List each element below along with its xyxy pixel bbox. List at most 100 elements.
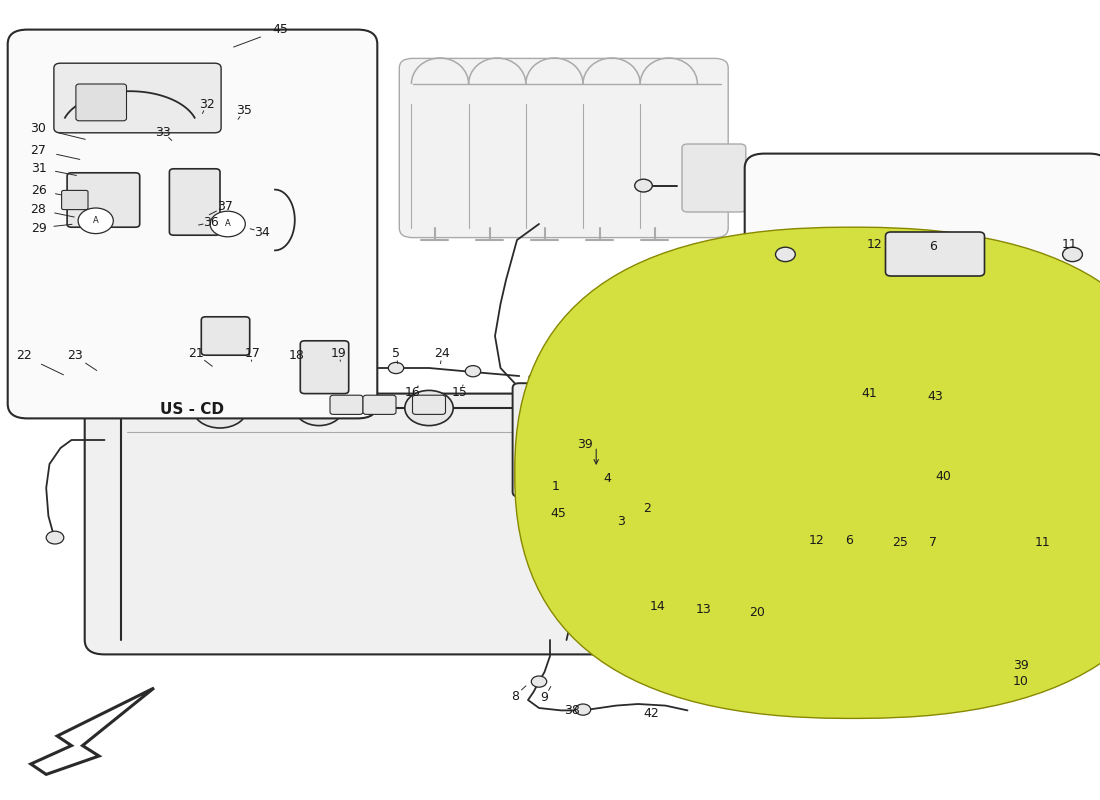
Text: 35: 35 — [236, 104, 252, 117]
FancyBboxPatch shape — [201, 317, 250, 355]
Circle shape — [295, 390, 343, 426]
FancyBboxPatch shape — [169, 169, 220, 235]
Text: 41: 41 — [861, 387, 877, 400]
Text: 1: 1 — [551, 480, 560, 493]
FancyBboxPatch shape — [745, 154, 1100, 362]
Text: 15: 15 — [452, 386, 468, 398]
Circle shape — [566, 508, 582, 519]
FancyBboxPatch shape — [945, 487, 996, 506]
Text: 13: 13 — [696, 603, 712, 616]
Circle shape — [210, 211, 245, 237]
Text: 33: 33 — [155, 126, 170, 138]
Circle shape — [192, 388, 248, 428]
Text: 11: 11 — [1035, 536, 1050, 549]
Text: eurospares: eurospares — [343, 419, 713, 477]
FancyBboxPatch shape — [886, 232, 984, 276]
FancyBboxPatch shape — [300, 341, 349, 394]
FancyBboxPatch shape — [67, 173, 140, 227]
Text: 40: 40 — [936, 470, 952, 482]
Text: 43: 43 — [927, 390, 943, 402]
Text: 36: 36 — [204, 216, 219, 229]
Text: 38: 38 — [564, 704, 580, 717]
Text: 17: 17 — [245, 347, 261, 360]
Text: 6: 6 — [845, 534, 854, 546]
Circle shape — [635, 179, 652, 192]
Circle shape — [465, 366, 481, 377]
FancyBboxPatch shape — [62, 190, 88, 210]
Circle shape — [563, 472, 585, 488]
Circle shape — [531, 676, 547, 687]
Circle shape — [1063, 247, 1082, 262]
FancyBboxPatch shape — [529, 375, 556, 391]
FancyBboxPatch shape — [54, 63, 221, 133]
Text: A: A — [224, 219, 231, 229]
Polygon shape — [104, 408, 627, 640]
Text: 45: 45 — [273, 23, 288, 36]
Text: 37: 37 — [218, 200, 233, 213]
Circle shape — [575, 704, 591, 715]
FancyBboxPatch shape — [330, 395, 363, 414]
Text: a passion for parts: a passion for parts — [425, 542, 631, 562]
FancyBboxPatch shape — [76, 84, 126, 121]
Text: 8: 8 — [510, 690, 519, 702]
Text: 39: 39 — [578, 438, 593, 450]
Text: 5: 5 — [392, 347, 400, 360]
Circle shape — [927, 678, 954, 698]
Circle shape — [113, 359, 129, 370]
FancyBboxPatch shape — [581, 375, 607, 391]
Text: 26: 26 — [31, 184, 46, 197]
Text: 20: 20 — [749, 606, 764, 618]
Text: 24: 24 — [434, 347, 450, 360]
Circle shape — [78, 208, 113, 234]
FancyBboxPatch shape — [513, 383, 636, 497]
Text: 16: 16 — [405, 386, 420, 398]
Circle shape — [317, 378, 332, 390]
Circle shape — [884, 466, 902, 479]
FancyBboxPatch shape — [85, 394, 647, 654]
Text: US - CD: US - CD — [161, 402, 224, 417]
Text: 27: 27 — [31, 144, 46, 157]
Circle shape — [46, 531, 64, 544]
Text: 29: 29 — [31, 222, 46, 234]
Circle shape — [388, 362, 404, 374]
Text: 30: 30 — [31, 122, 46, 134]
Text: 3: 3 — [617, 515, 626, 528]
FancyBboxPatch shape — [8, 30, 377, 418]
Text: 23: 23 — [67, 350, 82, 362]
Text: 4: 4 — [603, 472, 612, 485]
Text: 21: 21 — [188, 347, 204, 360]
Text: 28: 28 — [31, 203, 46, 216]
Text: 32: 32 — [199, 98, 214, 110]
FancyBboxPatch shape — [515, 227, 1100, 718]
Text: 45: 45 — [551, 507, 566, 520]
Text: 6: 6 — [928, 240, 937, 253]
FancyBboxPatch shape — [682, 144, 746, 212]
FancyBboxPatch shape — [826, 454, 895, 491]
FancyBboxPatch shape — [935, 409, 977, 428]
Text: 39: 39 — [1013, 659, 1028, 672]
Text: A: A — [92, 216, 99, 226]
Text: 31: 31 — [31, 162, 46, 174]
Text: 42: 42 — [644, 707, 659, 720]
Text: 7: 7 — [928, 536, 937, 549]
FancyBboxPatch shape — [399, 58, 728, 238]
Text: 34: 34 — [254, 226, 270, 238]
Text: 10: 10 — [1013, 675, 1028, 688]
Circle shape — [776, 247, 795, 262]
Text: 12: 12 — [867, 238, 882, 250]
Text: 19: 19 — [331, 347, 346, 360]
FancyBboxPatch shape — [626, 383, 722, 497]
Text: 22: 22 — [16, 350, 32, 362]
Text: 12: 12 — [808, 534, 824, 546]
Text: 14: 14 — [650, 600, 666, 613]
Text: 9: 9 — [540, 691, 549, 704]
Circle shape — [405, 390, 453, 426]
Text: 25: 25 — [892, 536, 907, 549]
Text: 11: 11 — [1062, 238, 1077, 250]
Circle shape — [298, 366, 314, 377]
Circle shape — [574, 442, 618, 474]
FancyBboxPatch shape — [886, 406, 927, 425]
Text: 18: 18 — [289, 350, 305, 362]
FancyBboxPatch shape — [363, 395, 396, 414]
Text: 2: 2 — [642, 502, 651, 514]
